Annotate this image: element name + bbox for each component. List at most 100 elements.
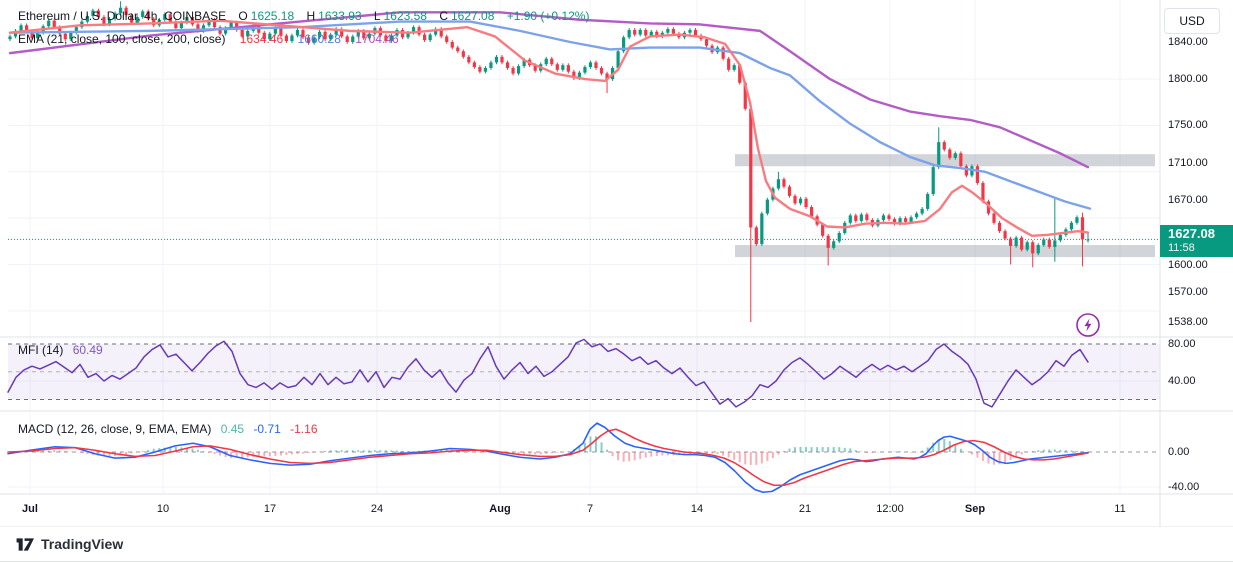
low-value: 1623.58	[384, 9, 427, 23]
macd-histogram-bar	[800, 447, 802, 452]
macd-histogram-bar	[274, 452, 276, 456]
macd-histogram-bar	[214, 452, 216, 454]
macd-histogram-bar	[656, 452, 658, 456]
support-resistance-band	[735, 154, 1155, 166]
macd-histogram-bar	[606, 450, 608, 452]
time-axis-label: 17	[264, 503, 276, 515]
macd-histogram-bar	[468, 451, 470, 452]
candle-body	[1042, 239, 1045, 245]
candle-body	[1026, 242, 1029, 249]
time-axis-label: Aug	[489, 503, 510, 515]
candle-body	[838, 233, 841, 241]
candle-body	[1031, 242, 1034, 253]
candle-body	[484, 68, 487, 72]
candle-body	[1037, 245, 1040, 253]
candle-body	[550, 59, 553, 65]
macd-histogram-bar	[540, 452, 542, 455]
macd-histogram-bar	[330, 450, 332, 452]
macd-histogram-bar	[805, 447, 807, 452]
macd-histogram-bar	[374, 450, 376, 452]
macd-study-header: MACD (12, 26, close, 9, EMA, EMA) 0.45 -…	[18, 422, 318, 436]
currency-button[interactable]: USD	[1164, 8, 1220, 34]
candle-body	[705, 39, 708, 45]
macd-histogram-bar	[556, 452, 558, 453]
macd-histogram-bar	[484, 452, 486, 453]
macd-histogram-bar	[48, 450, 50, 452]
macd-histogram-bar	[280, 452, 282, 455]
candle-body	[583, 67, 586, 73]
macd-histogram-bar	[368, 450, 370, 452]
candle-body	[1048, 239, 1051, 246]
close-value: 1627.08	[451, 9, 494, 23]
macd-histogram-bar	[639, 452, 641, 459]
macd-histogram-bar	[827, 447, 829, 452]
tradingview-logo[interactable]: TradingView	[16, 536, 123, 552]
macd-histogram-bar	[296, 452, 298, 454]
candle-body	[666, 29, 669, 33]
macd-histogram-bar	[711, 452, 713, 454]
candle-body	[1070, 223, 1073, 229]
candle-body	[639, 30, 642, 35]
macd-histogram-bar	[750, 452, 752, 465]
macd-histogram-bar	[59, 451, 61, 452]
macd-histogram-bar	[197, 450, 199, 452]
macd-histogram-bar	[147, 450, 149, 452]
ema200-value: 1704.46	[355, 32, 398, 46]
macd-histogram-bar	[567, 451, 569, 452]
tradingview-logo-icon	[16, 537, 35, 552]
mfi-value: 60.49	[73, 343, 103, 357]
candle-body	[909, 217, 912, 222]
macd-histogram-bar	[899, 451, 901, 452]
macd-histogram-bar	[617, 452, 619, 460]
candle-body	[915, 214, 918, 218]
macd-histogram-bar	[1065, 450, 1067, 452]
macd-line-value: -0.71	[253, 422, 280, 436]
time-axis-label: Jul	[22, 503, 38, 515]
candle-body	[793, 196, 796, 203]
candle-body	[948, 150, 951, 158]
candle-body	[506, 62, 509, 68]
macd-histogram-bar	[871, 452, 873, 453]
macd-signal-line	[8, 429, 1088, 485]
price-axis-label: 1600.00	[1168, 259, 1208, 271]
candle-body	[832, 241, 835, 247]
lightning-icon[interactable]	[1074, 311, 1102, 339]
macd-histogram-bar	[728, 452, 730, 458]
macd-histogram-bar	[739, 452, 741, 462]
macd-histogram-bar	[363, 450, 365, 452]
mfi-study-header: MFI (14) 60.49	[18, 343, 103, 357]
macd-histogram-bar	[81, 452, 83, 453]
ema100-value: 1660.28	[298, 32, 341, 46]
macd-histogram-bar	[1048, 449, 1050, 452]
macd-histogram-bar	[64, 451, 66, 452]
macd-label: MACD (12, 26, close, 9, EMA, EMA)	[18, 422, 211, 436]
macd-histogram-bar	[783, 451, 785, 452]
candle-body	[500, 57, 503, 63]
macd-histogram-bar	[1070, 451, 1072, 452]
candle-body	[489, 62, 492, 68]
macd-histogram-bar	[379, 450, 381, 452]
candle-body	[451, 42, 454, 48]
candle-body	[561, 65, 564, 70]
macd-histogram-bar	[645, 452, 647, 458]
macd-histogram-bar	[263, 452, 265, 457]
candle-body	[932, 167, 935, 194]
macd-histogram-bar	[788, 449, 790, 452]
candle-body	[755, 227, 758, 244]
macd-histogram-bar	[291, 452, 293, 454]
chart-canvas[interactable]	[0, 0, 1233, 527]
macd-histogram-bar	[650, 452, 652, 457]
candle-body	[1081, 217, 1084, 239]
candle-body	[727, 59, 730, 70]
candle-body	[517, 66, 520, 73]
macd-histogram-bar	[612, 452, 614, 456]
candle-body	[865, 214, 868, 220]
candle-body	[19, 25, 22, 31]
candle-body	[804, 199, 807, 207]
candle-body	[1053, 240, 1056, 246]
macd-histogram-bar	[960, 449, 962, 452]
macd-histogram-bar	[910, 452, 912, 453]
macd-histogram-bar	[755, 452, 757, 465]
